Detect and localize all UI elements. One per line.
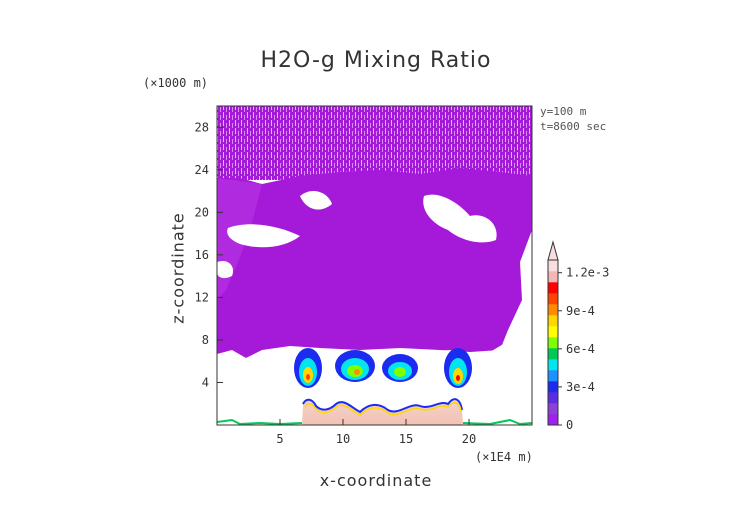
annotation-time: t=8600 sec [540, 120, 607, 133]
x-tick-label: 20 [462, 432, 476, 446]
colorbar-segment [548, 282, 558, 294]
colorbar-label: 0 [566, 418, 573, 432]
surface-contour-right [462, 418, 532, 425]
y-tick-label: 28 [195, 120, 209, 134]
plot-frame [216, 105, 533, 426]
y-ticks: 4 8 12 16 20 24 28 [195, 120, 223, 389]
x-tick-label: 10 [336, 432, 350, 446]
y-tick-label: 8 [202, 333, 209, 347]
colorbar-arrow [547, 240, 559, 261]
dry-patch-left [227, 224, 300, 248]
upper-streak-band [217, 106, 532, 180]
dry-patch-edge [217, 260, 234, 279]
colorbar-segment [548, 392, 558, 404]
colorbar-segment [548, 326, 558, 338]
colorbar-segment [548, 337, 558, 349]
colorbar-segment [548, 315, 558, 327]
colorbar-label: 3e-4 [566, 380, 595, 394]
colorbar-segment [548, 370, 558, 382]
colorbar-segment [548, 403, 558, 415]
convective-cells [294, 348, 472, 388]
annotation-y: y=100 m [540, 105, 587, 118]
terrain-contour-yellow [304, 401, 462, 416]
colorbar-segment [548, 359, 558, 371]
x-tick-label: 5 [276, 432, 283, 446]
y-tick-label: 16 [195, 248, 209, 262]
colorbar-frame [547, 259, 559, 426]
colorbar-segment [548, 348, 558, 360]
colorbar-segment [548, 260, 558, 272]
dry-patch-right [423, 194, 497, 243]
surface-contour-left [217, 418, 303, 425]
colorbar-segment [548, 293, 558, 305]
mixing-ratio-field [217, 106, 532, 425]
chart-title: H2O-g Mixing Ratio [260, 48, 492, 73]
colorbar-label: 1.2e-3 [566, 266, 609, 280]
y-tick-label: 12 [195, 290, 209, 304]
moist-dome [217, 168, 532, 358]
colorbar-segment [548, 304, 558, 316]
colorbar-segment [548, 414, 558, 426]
x-ticks: 5 10 15 20 [276, 419, 476, 446]
y-tick-label: 4 [202, 375, 209, 389]
x-axis-label: x-coordinate [319, 471, 433, 490]
x-tick-label: 15 [399, 432, 413, 446]
colorbar-segment [548, 271, 558, 283]
dry-patch-left-upper [300, 190, 332, 210]
z-unit-label: (×1000 m) [143, 76, 209, 90]
colorbar-label: 9e-4 [566, 304, 595, 318]
colorbar-label: 6e-4 [566, 342, 595, 356]
colorbar-segment [548, 381, 558, 393]
y-tick-label: 20 [195, 205, 209, 219]
x-unit-label: (×1E4 m) [475, 450, 533, 464]
y-tick-label: 24 [195, 163, 209, 177]
colorbar: 1.2e-3 9e-4 6e-4 3e-4 0 [547, 240, 609, 432]
terrain-contour-blue [302, 398, 463, 414]
